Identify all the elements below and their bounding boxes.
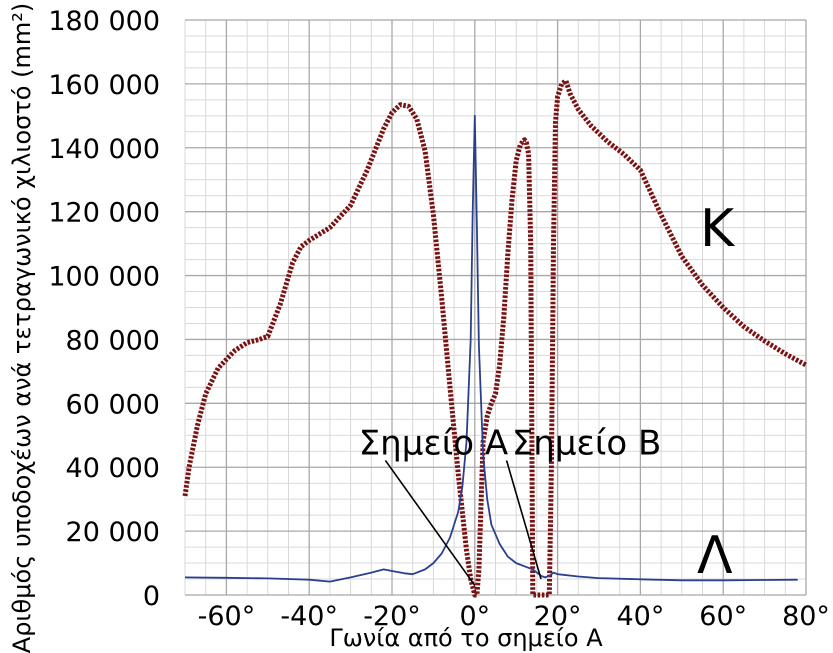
series-label-l: Λ: [697, 526, 733, 586]
y-tick-label: 140 000: [48, 134, 160, 165]
x-tick-label: 0°: [459, 601, 490, 632]
annotation-label-a: Σημείο Α: [359, 423, 508, 463]
x-tick-label: 60°: [699, 601, 747, 632]
y-axis-title: Αριθμός υποδοχέων ανά τετραγωνικό χιλιοσ…: [8, 3, 36, 653]
x-tick-label: -20°: [363, 601, 421, 632]
annotation-label-b: Σημείο Β: [512, 423, 661, 463]
annotations-layer: Σημείο Α Σημείο Β: [359, 423, 661, 586]
y-tick-label: 80 000: [66, 325, 160, 356]
x-axis-ticks: -60° -40° -20° 0° 20° 40° 60° 80°: [198, 601, 830, 632]
y-tick-label: 60 000: [66, 389, 160, 420]
y-tick-label: 160 000: [48, 70, 160, 101]
y-tick-label: 0: [143, 581, 160, 612]
x-axis-title: Γωνία από το σημείο Α: [329, 624, 603, 652]
x-tick-label: -40°: [280, 601, 338, 632]
y-tick-label: 180 000: [48, 6, 160, 37]
y-tick-label: 100 000: [48, 262, 160, 293]
x-tick-label: 80°: [782, 601, 830, 632]
series-label-k: Κ: [700, 199, 736, 259]
series-layer: [182, 78, 808, 598]
y-tick-label: 20 000: [66, 517, 160, 548]
x-tick-label: 40°: [616, 601, 664, 632]
x-tick-label: -60°: [198, 601, 256, 632]
annotation-leader-a: [384, 459, 476, 586]
series-line-l: [184, 114, 798, 583]
series-line-k: [182, 78, 808, 598]
x-tick-label: 20°: [534, 601, 582, 632]
annotation-leader-b: [505, 460, 542, 580]
minor-gridlines: [184, 20, 806, 595]
y-tick-label: 120 000: [48, 198, 160, 229]
y-axis-ticks: 0 20 000 40 000 60 000 80 000 100 000 120 000 1…: [48, 6, 160, 612]
y-tick-label: 40 000: [66, 453, 160, 484]
